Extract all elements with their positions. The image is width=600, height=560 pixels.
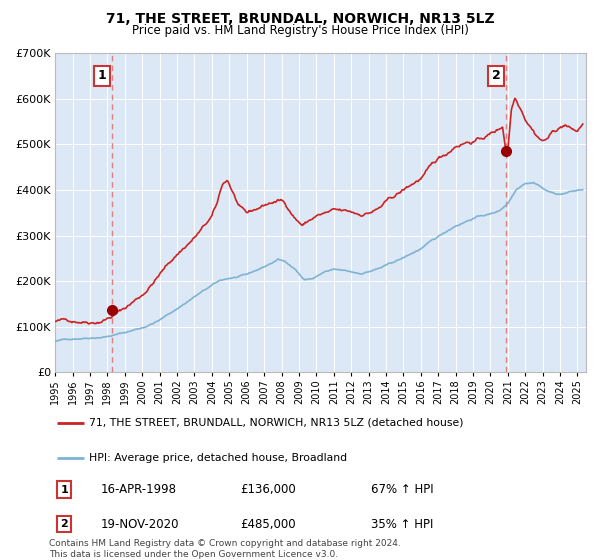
Text: 2: 2 — [492, 69, 500, 82]
Text: 71, THE STREET, BRUNDALL, NORWICH, NR13 5LZ: 71, THE STREET, BRUNDALL, NORWICH, NR13 … — [106, 12, 494, 26]
Text: HPI: Average price, detached house, Broadland: HPI: Average price, detached house, Broa… — [89, 453, 347, 463]
Text: 1: 1 — [61, 484, 68, 494]
Text: £485,000: £485,000 — [240, 517, 295, 530]
Text: 2: 2 — [61, 519, 68, 529]
Text: 16-APR-1998: 16-APR-1998 — [100, 483, 176, 496]
Text: Contains HM Land Registry data © Crown copyright and database right 2024.
This d: Contains HM Land Registry data © Crown c… — [49, 539, 401, 559]
Text: 1: 1 — [98, 69, 106, 82]
Text: £136,000: £136,000 — [240, 483, 296, 496]
Text: 67% ↑ HPI: 67% ↑ HPI — [371, 483, 434, 496]
Text: 71, THE STREET, BRUNDALL, NORWICH, NR13 5LZ (detached house): 71, THE STREET, BRUNDALL, NORWICH, NR13 … — [89, 418, 464, 428]
Text: 35% ↑ HPI: 35% ↑ HPI — [371, 517, 434, 530]
Text: Price paid vs. HM Land Registry's House Price Index (HPI): Price paid vs. HM Land Registry's House … — [131, 24, 469, 37]
Text: 19-NOV-2020: 19-NOV-2020 — [100, 517, 179, 530]
